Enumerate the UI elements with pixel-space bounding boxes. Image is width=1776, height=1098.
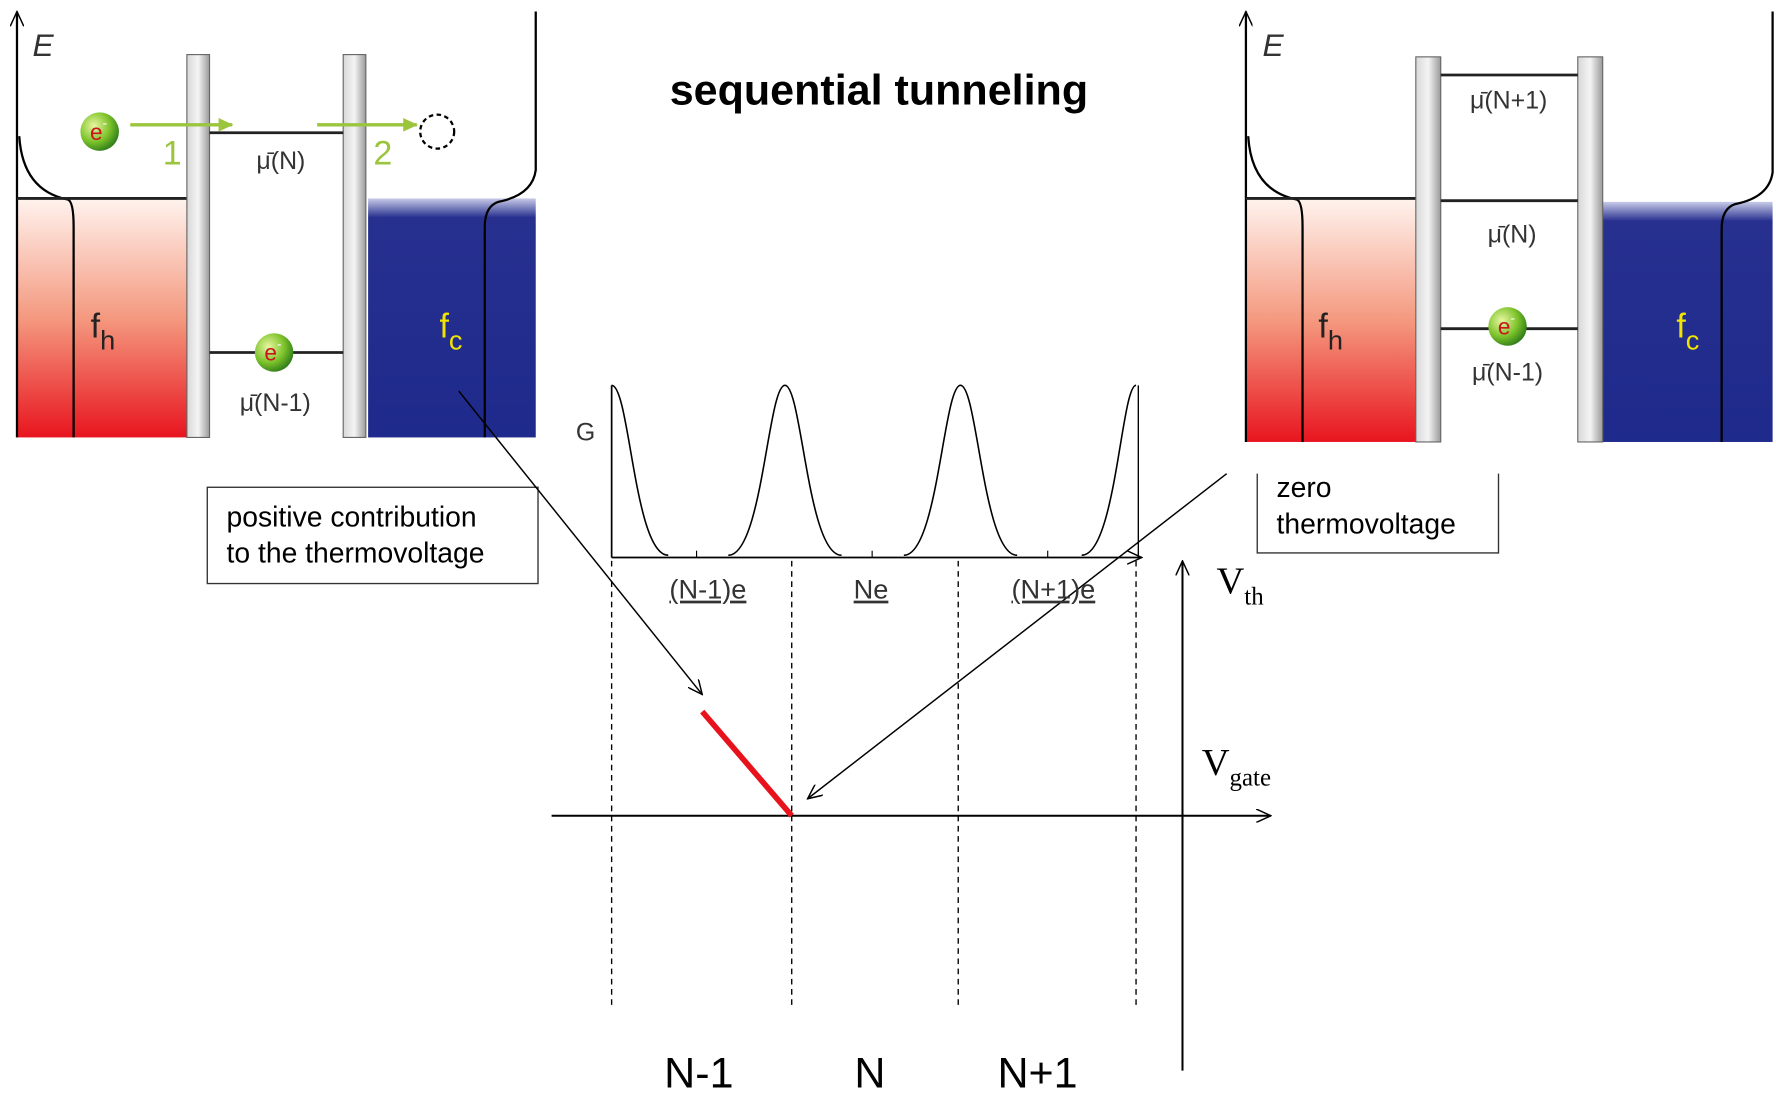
annotation-text: to the thermovoltage xyxy=(227,537,485,569)
level-label: μ̄(N-1) xyxy=(240,389,311,417)
level-label: μ̄(N+1) xyxy=(1470,87,1547,115)
label-sub: th xyxy=(1244,583,1264,610)
diagram: E e- 1 2 μ̄(N) μ̄(N-1) e- fh fc E μ̄(N+1… xyxy=(0,0,1776,1098)
axis-label: G xyxy=(576,419,595,447)
label-base: e xyxy=(264,340,277,366)
axis-label: E xyxy=(32,27,54,63)
pointer-arrow xyxy=(808,474,1227,799)
body: {"title": "sequential tunneling", "left_… xyxy=(0,0,1776,1098)
level-label: μ̄(N) xyxy=(256,147,305,175)
label-sub: gate xyxy=(1230,764,1271,791)
tunnel-barrier xyxy=(343,55,366,438)
axis-label: Vth xyxy=(1216,561,1264,610)
level-label: μ̄(N-1) xyxy=(1472,359,1543,387)
label-sup: - xyxy=(1510,310,1515,325)
hot-reservoir xyxy=(17,198,187,437)
region-label: N+1 xyxy=(997,1050,1077,1098)
empty-state xyxy=(420,115,454,149)
title: sequential tunneling xyxy=(670,66,1088,114)
level-label: μ̄(N) xyxy=(1488,220,1537,248)
step-label: 1 xyxy=(163,134,182,172)
hot-reservoir xyxy=(1246,198,1416,442)
charge-label: (N+1)e xyxy=(1011,574,1095,605)
label-sup: - xyxy=(277,336,282,351)
annotation-text: positive contribution xyxy=(227,500,477,532)
label-sub: c xyxy=(1686,324,1700,355)
tunnel-barrier xyxy=(1416,57,1441,442)
label-base: e xyxy=(1498,314,1511,340)
thermovoltage-line xyxy=(702,712,791,816)
page: sequential tunneling html, body { margin… xyxy=(0,0,1776,1098)
region-label: N-1 xyxy=(664,1050,733,1098)
axis-label: E xyxy=(1263,27,1285,63)
label-base: V xyxy=(1216,561,1244,603)
label-sub: h xyxy=(100,324,115,355)
charge-label: (N-1)e xyxy=(669,574,746,605)
tunnel-barrier xyxy=(1578,57,1603,442)
annotation-text: thermovoltage xyxy=(1277,507,1456,539)
cold-reservoir xyxy=(368,198,536,437)
charge-label: Ne xyxy=(854,574,889,605)
label-sup: - xyxy=(103,115,108,130)
tunnel-barrier xyxy=(187,55,210,438)
axis-label: Vgate xyxy=(1202,742,1271,791)
label-sub: c xyxy=(449,324,463,355)
region-label: N xyxy=(854,1050,885,1098)
cold-reservoir xyxy=(1603,202,1773,442)
label-base: V xyxy=(1202,742,1230,784)
label-sub: h xyxy=(1328,324,1343,355)
annotation-text: zero xyxy=(1277,471,1332,503)
label-base: e xyxy=(90,119,103,145)
step-label: 2 xyxy=(373,134,392,172)
conductance-peaks xyxy=(612,385,1136,555)
